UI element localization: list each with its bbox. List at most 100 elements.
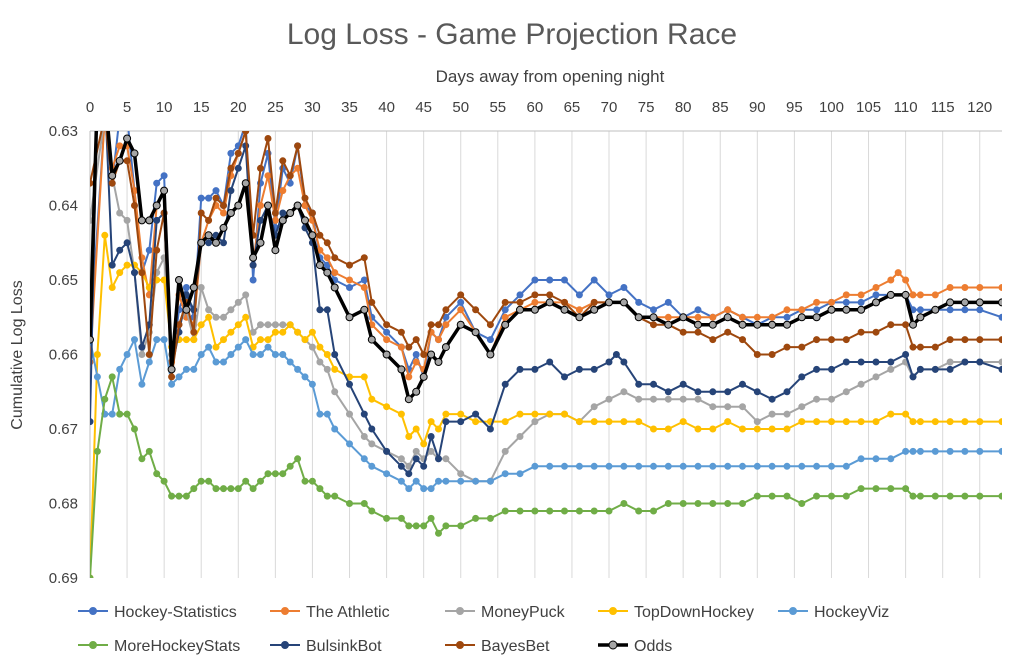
data-point — [442, 418, 450, 426]
data-point — [383, 470, 391, 478]
data-point — [257, 164, 264, 172]
data-point — [271, 351, 279, 358]
data-point — [160, 172, 168, 180]
data-point — [946, 298, 955, 307]
data-point — [634, 313, 643, 322]
data-point — [620, 500, 628, 507]
data-point — [531, 410, 539, 418]
data-point — [271, 216, 279, 224]
data-point — [561, 373, 568, 381]
data-point — [709, 500, 717, 507]
data-point — [205, 216, 213, 224]
data-point — [976, 336, 984, 344]
data-point — [872, 298, 880, 307]
data-point — [753, 418, 761, 426]
data-point — [108, 179, 116, 187]
x-tick-label: 85 — [712, 99, 729, 116]
data-point — [138, 380, 146, 388]
data-point — [828, 492, 835, 500]
data-point — [346, 380, 353, 388]
data-point — [976, 418, 984, 426]
x-tick-label: 40 — [378, 99, 395, 116]
data-point — [220, 239, 227, 247]
y-tick-label: 0.68 — [49, 496, 78, 513]
data-point — [590, 305, 599, 314]
data-point — [857, 455, 865, 463]
data-point — [590, 462, 598, 470]
data-point — [383, 321, 391, 329]
data-point — [902, 321, 910, 329]
data-point — [998, 447, 1002, 455]
data-point — [242, 313, 250, 321]
data-point — [724, 418, 732, 426]
data-point — [383, 403, 391, 411]
x-tick-label: 75 — [638, 99, 655, 116]
data-point — [998, 358, 1002, 366]
data-point — [909, 418, 917, 426]
data-point — [442, 455, 450, 463]
legend-item: The Athletic — [270, 604, 390, 621]
data-point — [709, 336, 717, 344]
data-point — [842, 298, 850, 306]
series-morehockeystats — [90, 373, 1002, 578]
data-point — [828, 365, 835, 373]
data-point — [331, 254, 339, 262]
data-point — [486, 425, 494, 433]
data-point — [813, 365, 821, 373]
data-point — [724, 388, 732, 396]
legend-label: BayesBet — [481, 638, 550, 655]
x-tick-label: 120 — [967, 99, 992, 116]
data-point — [783, 410, 791, 418]
data-point — [931, 447, 939, 455]
data-point — [427, 514, 435, 522]
legend-marker — [89, 607, 97, 615]
data-point — [138, 351, 146, 358]
data-point — [160, 336, 168, 344]
x-tick-label: 45 — [415, 99, 432, 116]
data-point — [612, 351, 620, 358]
data-point — [271, 470, 279, 478]
data-point — [694, 395, 702, 403]
series-odds — [90, 131, 1002, 404]
data-point — [360, 500, 368, 507]
data-point — [294, 365, 302, 373]
data-point — [108, 261, 116, 269]
data-point — [561, 276, 568, 284]
data-point — [739, 425, 746, 433]
data-point — [472, 306, 480, 314]
x-tick-label: 10 — [156, 99, 173, 116]
data-point — [546, 462, 554, 470]
data-point — [501, 306, 509, 314]
data-point — [397, 328, 405, 336]
data-point — [575, 306, 583, 314]
data-point — [145, 246, 153, 254]
data-point — [679, 328, 687, 336]
data-point — [234, 343, 242, 351]
data-point — [412, 336, 420, 344]
data-point — [345, 313, 354, 322]
data-point — [182, 305, 191, 314]
data-point — [961, 306, 969, 314]
data-point — [197, 321, 205, 329]
data-point — [301, 216, 309, 225]
data-point — [635, 507, 643, 515]
data-point — [916, 492, 924, 500]
data-point — [679, 395, 687, 403]
data-point — [501, 418, 509, 426]
data-point — [664, 500, 672, 507]
data-point — [946, 284, 954, 291]
data-point — [346, 440, 353, 448]
data-point — [842, 336, 850, 344]
data-point — [412, 358, 420, 366]
data-point — [998, 336, 1002, 344]
data-point — [798, 418, 806, 426]
data-point — [679, 313, 688, 322]
data-point — [516, 305, 524, 314]
data-point — [427, 447, 435, 455]
data-point — [753, 425, 761, 433]
data-point — [590, 403, 598, 411]
data-point — [427, 321, 435, 329]
data-point — [457, 477, 465, 485]
data-point — [131, 202, 138, 209]
x-tick-label: 60 — [527, 99, 544, 116]
